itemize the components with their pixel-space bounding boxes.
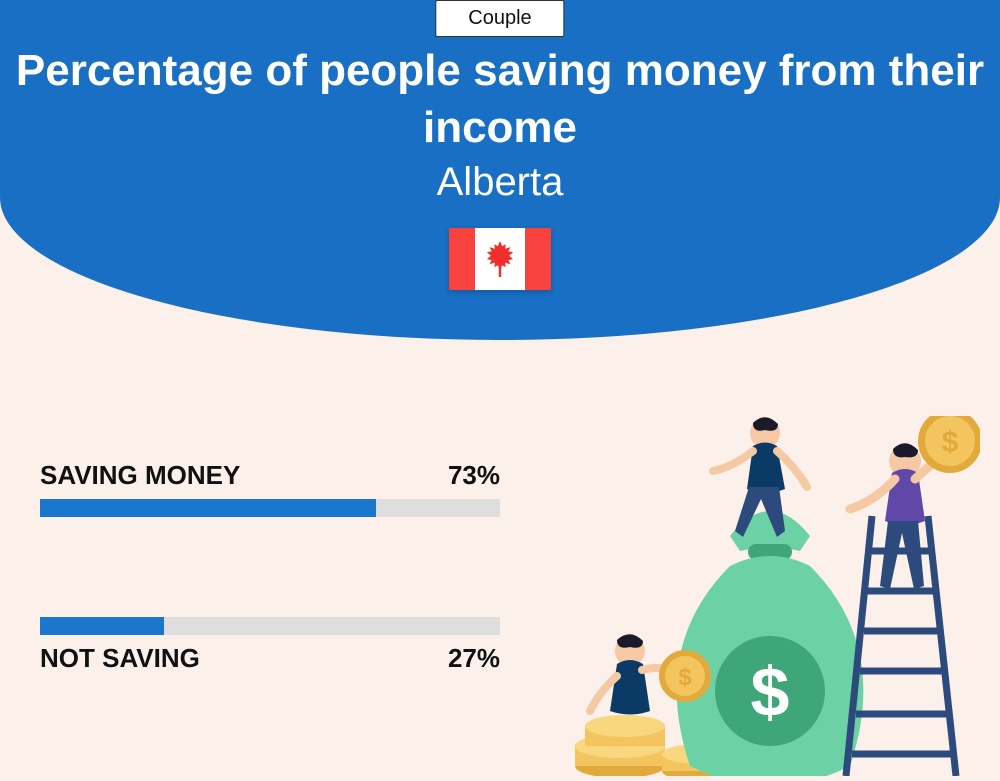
svg-text:$: $ <box>751 653 790 731</box>
bar-notsaving-fill <box>40 617 164 635</box>
page-title: Percentage of people saving money from t… <box>0 42 1000 156</box>
svg-text:$: $ <box>942 426 959 459</box>
bar-saving-fill <box>40 499 376 517</box>
coin-left-icon: $ <box>659 650 711 702</box>
bar-saving-value: 73% <box>448 460 500 491</box>
bar-saving-track <box>40 499 500 517</box>
bar-notsaving-label-row: NOT SAVING 27% <box>40 643 500 674</box>
maple-leaf-icon <box>482 240 518 278</box>
bar-saving-label: SAVING MONEY <box>40 460 240 491</box>
bars-panel: SAVING MONEY 73% NOT SAVING 27% <box>40 460 500 674</box>
region-subtitle: Alberta <box>0 160 1000 205</box>
svg-text:$: $ <box>678 664 692 691</box>
bar-notsaving-label: NOT SAVING <box>40 643 200 674</box>
bar-saving-label-row: SAVING MONEY 73% <box>40 460 500 491</box>
bar-notsaving-value: 27% <box>448 643 500 674</box>
flag-right-band <box>525 228 551 290</box>
bar-notsaving: NOT SAVING 27% <box>40 617 500 674</box>
money-bag-icon: $ <box>677 511 864 776</box>
canada-flag-icon <box>449 228 551 290</box>
bar-notsaving-track <box>40 617 500 635</box>
money-illustration: $ $ <box>560 416 980 776</box>
ladder-icon <box>846 516 956 776</box>
bar-saving: SAVING MONEY 73% <box>40 460 500 517</box>
flag-center <box>475 228 525 290</box>
category-badge: Couple <box>435 0 564 37</box>
flag-left-band <box>449 228 475 290</box>
